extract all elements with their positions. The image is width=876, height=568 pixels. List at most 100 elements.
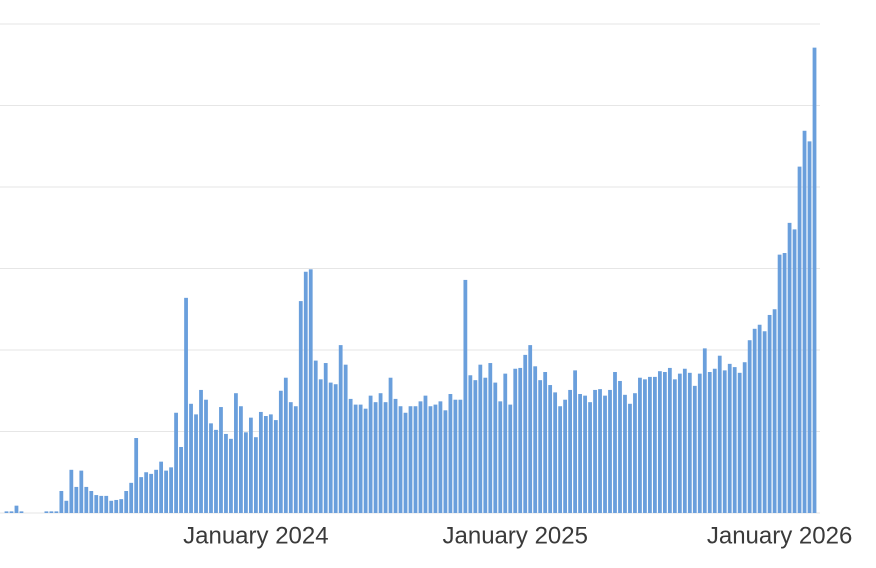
bar — [777, 254, 782, 513]
bar — [568, 389, 573, 513]
bar — [428, 406, 433, 513]
bar — [433, 404, 438, 513]
x-tick-label: January 2026 — [707, 522, 852, 549]
bar — [588, 402, 592, 513]
bar — [677, 373, 682, 513]
bar — [697, 373, 702, 513]
bar — [618, 380, 622, 513]
bar — [603, 395, 607, 513]
bar — [548, 385, 553, 513]
bar — [702, 348, 707, 513]
bar — [483, 377, 488, 513]
bar — [278, 390, 283, 513]
bar — [333, 384, 338, 513]
bar — [767, 314, 772, 513]
bar — [368, 395, 373, 513]
bar — [667, 367, 672, 513]
bar — [258, 411, 263, 513]
bar — [363, 408, 368, 513]
bar — [498, 401, 503, 513]
bar — [463, 279, 468, 513]
bar — [74, 486, 79, 513]
bar — [653, 376, 657, 513]
bar — [338, 345, 343, 513]
bar — [453, 399, 458, 513]
bar — [229, 438, 233, 513]
bar — [722, 370, 727, 513]
bar — [727, 363, 732, 513]
bar — [388, 377, 393, 513]
bar — [558, 406, 563, 513]
bar — [104, 495, 109, 513]
bar — [268, 414, 273, 513]
bar — [732, 367, 737, 513]
bar — [84, 486, 89, 513]
bar — [109, 500, 114, 513]
bar — [4, 511, 9, 513]
bar — [747, 340, 752, 513]
bar — [737, 372, 742, 513]
bar — [478, 364, 483, 513]
bar — [298, 301, 303, 513]
bar — [742, 362, 747, 513]
bar — [493, 382, 498, 513]
bar — [273, 420, 278, 513]
bar — [613, 372, 617, 513]
bar — [253, 437, 258, 513]
bar — [234, 393, 238, 513]
bar — [244, 432, 248, 513]
bar — [712, 368, 717, 513]
bar — [643, 379, 647, 513]
bar — [762, 331, 767, 513]
bar — [393, 398, 398, 513]
bar — [149, 473, 154, 513]
bar — [353, 404, 358, 513]
bar — [308, 269, 313, 513]
bar — [64, 500, 69, 513]
bar — [508, 404, 513, 513]
bar — [772, 309, 777, 513]
x-tick-label: January 2025 — [443, 522, 588, 549]
bar — [248, 417, 253, 513]
bar — [348, 398, 353, 513]
bar — [288, 402, 293, 513]
bar — [408, 406, 413, 513]
bar — [458, 399, 463, 513]
bar — [303, 271, 308, 513]
bar — [358, 404, 363, 513]
bar — [199, 389, 203, 513]
bar — [608, 389, 612, 513]
bar — [313, 360, 318, 513]
bar — [214, 429, 218, 513]
bar — [59, 490, 64, 513]
bar — [782, 253, 787, 513]
bar — [169, 467, 173, 513]
bar — [174, 412, 178, 513]
bar — [44, 511, 49, 513]
bar — [124, 490, 129, 513]
bar — [662, 372, 667, 513]
bar — [538, 380, 543, 513]
bar — [468, 375, 473, 513]
bar — [179, 446, 183, 513]
bar — [757, 324, 762, 513]
bar — [224, 433, 228, 513]
bar — [139, 477, 144, 513]
bar — [717, 355, 722, 513]
bar — [638, 377, 642, 513]
bar — [239, 406, 243, 513]
bar — [812, 47, 817, 513]
bar — [328, 382, 333, 513]
bar — [802, 130, 807, 513]
bar — [189, 403, 193, 513]
bar — [518, 367, 523, 513]
bar — [418, 401, 423, 513]
bar — [787, 222, 792, 514]
bar — [443, 410, 448, 513]
bar — [114, 499, 119, 513]
bar — [752, 328, 757, 513]
bar — [184, 297, 188, 513]
bar — [293, 406, 298, 513]
bar — [209, 423, 213, 513]
bar — [403, 412, 408, 513]
